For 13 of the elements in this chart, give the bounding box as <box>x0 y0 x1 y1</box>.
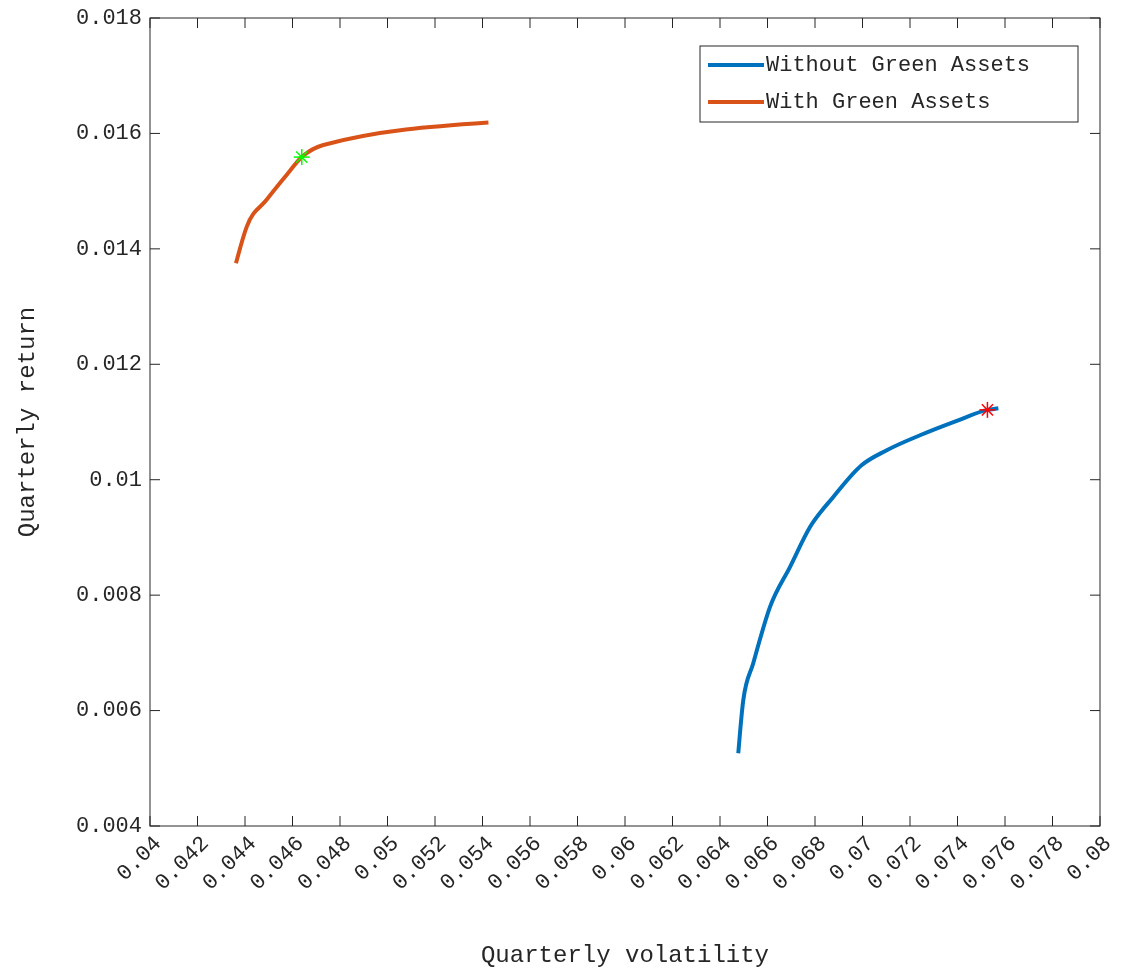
y-tick-label: 0.012 <box>75 352 142 378</box>
y-tick-label: 0.014 <box>75 236 142 262</box>
x-axis-title: Quarterly volatility <box>480 942 770 969</box>
y-axis-title: Quarterly return <box>14 306 41 538</box>
legend-label: Without Green Assets <box>766 52 1031 78</box>
legend-label: With Green Assets <box>766 89 991 115</box>
y-tick-label: 0.004 <box>75 813 142 839</box>
line-series <box>233 120 491 266</box>
y-tick-label: 0.016 <box>75 121 142 147</box>
y-tick-label: 0.006 <box>75 698 142 724</box>
y-tick-label: 0.018 <box>75 5 142 31</box>
y-tick-label: 0.008 <box>75 582 142 608</box>
y-tick-label: 0.01 <box>89 467 142 493</box>
